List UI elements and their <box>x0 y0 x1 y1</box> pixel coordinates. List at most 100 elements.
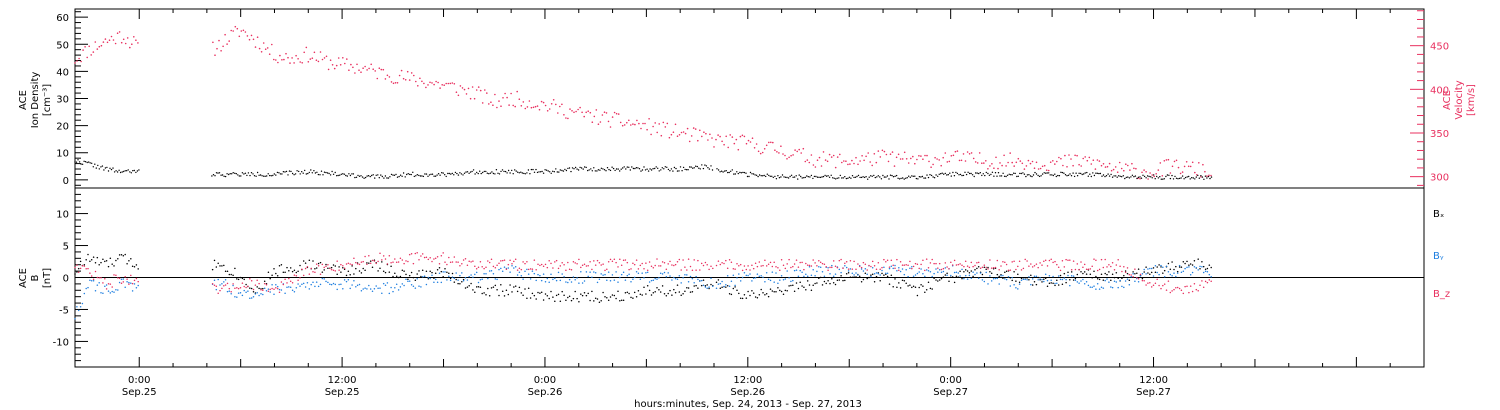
velocity-point <box>1076 154 1078 157</box>
by-point <box>371 290 374 293</box>
density-point <box>281 173 283 175</box>
bx-point <box>1171 261 1173 263</box>
bz-point <box>712 267 714 270</box>
bz-point <box>133 279 136 282</box>
density-point <box>457 174 460 176</box>
bx-point <box>1011 279 1013 282</box>
density-point <box>75 161 78 163</box>
bx-point <box>505 289 508 291</box>
bz-point <box>330 268 333 271</box>
bz-point <box>211 283 214 285</box>
bx-point <box>888 283 891 285</box>
bz-point <box>265 283 268 286</box>
bz-point <box>83 265 86 267</box>
by-point <box>721 280 723 283</box>
density-point <box>352 173 355 175</box>
velocity-point <box>392 82 395 85</box>
velocity-point <box>778 152 780 154</box>
by-point <box>131 290 134 292</box>
bx-point <box>659 291 662 293</box>
bx-point <box>1188 264 1190 266</box>
bx-point <box>299 264 301 267</box>
bz-point <box>561 262 563 264</box>
bz-point <box>1145 284 1147 286</box>
bz-point <box>1128 273 1131 276</box>
density-point <box>418 174 420 177</box>
density-point <box>89 162 91 164</box>
bx-point <box>747 290 749 293</box>
velocity-point <box>548 108 551 110</box>
by-point <box>587 275 589 278</box>
bz-point <box>1111 261 1114 264</box>
by-point <box>620 273 623 276</box>
density-point <box>984 174 986 177</box>
bx-point <box>797 287 800 290</box>
density-point <box>113 171 116 173</box>
density-point <box>94 163 96 165</box>
density-point <box>500 170 502 173</box>
density-point <box>914 175 916 177</box>
velocity-point <box>252 38 255 41</box>
field-axis-label-line: ACE <box>18 268 29 288</box>
velocity-point <box>938 159 940 161</box>
bz-point <box>295 274 298 277</box>
by-point <box>418 285 420 287</box>
bx-point <box>369 260 372 262</box>
bx-point <box>554 300 556 302</box>
density-point <box>606 167 609 169</box>
velocity-point <box>1183 165 1186 168</box>
bz-point <box>505 268 508 270</box>
by-point <box>1028 276 1030 278</box>
velocity-point <box>595 109 598 111</box>
density-point <box>433 175 435 177</box>
bz-point <box>557 267 560 270</box>
bx-point <box>931 288 933 290</box>
bx-point <box>1009 277 1012 279</box>
by-point <box>667 272 669 274</box>
velocity-point <box>449 82 452 85</box>
velocity-point <box>520 105 523 107</box>
bx-point <box>1193 260 1196 262</box>
by-point <box>98 281 100 284</box>
bx-point <box>315 267 318 269</box>
velocity-point <box>1037 168 1040 170</box>
bz-point <box>293 274 296 276</box>
by-point <box>317 285 320 288</box>
date-tick-label: Sep.26 <box>730 387 765 398</box>
velocity-point <box>684 132 687 135</box>
bx-point <box>905 282 907 285</box>
bx-point <box>297 270 299 272</box>
bz-point <box>470 261 472 263</box>
velocity-point <box>863 159 865 162</box>
density-point <box>822 175 825 178</box>
bx-point <box>342 267 344 269</box>
density-point <box>774 175 776 178</box>
bx-point <box>922 285 924 287</box>
by-point <box>860 268 863 270</box>
velocity-point <box>638 122 640 125</box>
by-point <box>554 277 556 280</box>
by-point <box>516 274 519 276</box>
density-point <box>361 176 364 178</box>
density-point <box>492 172 495 175</box>
density-point <box>279 173 282 175</box>
by-point <box>881 269 883 272</box>
bx-point <box>669 289 671 292</box>
density-point <box>631 166 633 168</box>
by-point <box>773 281 775 283</box>
velocity-point <box>729 134 731 136</box>
velocity-point <box>522 101 525 103</box>
density-point <box>827 175 829 177</box>
bz-point <box>950 261 952 264</box>
bz-point <box>819 261 822 264</box>
velocity-point <box>772 141 774 144</box>
density-point <box>234 172 236 174</box>
bx-point <box>217 262 219 265</box>
by-point <box>983 280 986 283</box>
density-point <box>1055 175 1058 178</box>
by-point <box>494 278 497 280</box>
by-point <box>715 287 718 289</box>
by-point <box>275 283 277 286</box>
bz-point <box>659 265 662 267</box>
by-point <box>1134 280 1136 283</box>
